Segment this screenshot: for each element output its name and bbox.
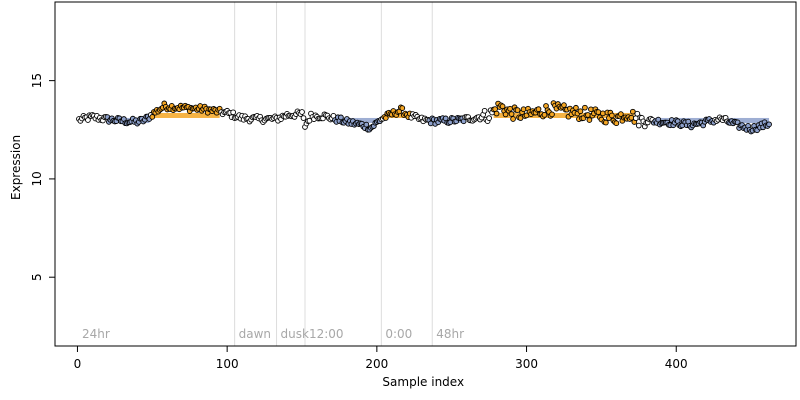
data-point <box>603 119 609 126</box>
data-point <box>338 114 344 121</box>
data-point <box>510 116 516 122</box>
data-point <box>613 120 620 127</box>
x-tick-label: 400 <box>665 357 688 371</box>
data-point <box>514 107 521 113</box>
data-point <box>230 109 236 116</box>
y-tick-label: 15 <box>30 73 44 88</box>
segment-label: 12:00 <box>309 327 344 341</box>
data-point <box>582 104 588 111</box>
data-point <box>486 115 492 121</box>
y-axis: 5 10 15 <box>30 73 56 281</box>
data-point <box>520 106 527 113</box>
data-point <box>600 110 606 117</box>
data-point <box>481 107 488 114</box>
data-point <box>655 116 662 123</box>
level-block-below <box>728 117 770 123</box>
data-point <box>299 109 305 115</box>
data-points <box>76 100 772 135</box>
segment-lines <box>234 2 433 346</box>
data-point <box>502 111 509 118</box>
data-point <box>609 112 615 119</box>
data-point <box>499 103 506 110</box>
data-point <box>577 108 584 115</box>
data-point <box>399 105 406 111</box>
segment-label: 0:00 <box>385 327 412 341</box>
data-point <box>629 108 636 115</box>
data-point <box>766 121 772 128</box>
data-point <box>586 117 593 123</box>
data-point <box>493 110 500 117</box>
data-point <box>300 115 307 121</box>
segment-label: dawn <box>239 327 271 341</box>
data-point <box>508 111 515 117</box>
segment-labels: dawn dusk 12:00 0:00 48hr 24hr <box>82 327 464 341</box>
data-point <box>363 121 370 128</box>
y-tick-label: 10 <box>30 171 44 186</box>
data-point <box>549 111 555 118</box>
x-tick-label: 0 <box>74 357 82 371</box>
x-tick-label: 300 <box>515 357 538 371</box>
y-axis-label: Expression <box>9 135 23 200</box>
data-point <box>382 115 389 121</box>
segment-label: 24hr <box>82 327 110 341</box>
data-point <box>541 112 548 118</box>
data-point <box>517 115 524 121</box>
x-tick-label: 200 <box>365 357 388 371</box>
data-point <box>634 110 641 117</box>
data-point <box>585 112 591 118</box>
data-point <box>618 111 624 117</box>
data-point <box>535 106 542 112</box>
x-axis: 0 100 200 300 400 <box>74 345 688 371</box>
y-tick-label: 5 <box>30 273 44 281</box>
level-block-above <box>152 112 220 118</box>
x-axis-label: Sample index <box>382 375 464 389</box>
segment-label: 48hr <box>436 327 464 341</box>
segment-label: dusk <box>281 327 309 341</box>
data-point <box>149 114 156 120</box>
x-tick-label: 100 <box>216 357 239 371</box>
data-point <box>635 122 642 129</box>
data-point <box>573 104 579 111</box>
level-block-above <box>493 112 635 118</box>
plot-frame <box>54 1 797 347</box>
